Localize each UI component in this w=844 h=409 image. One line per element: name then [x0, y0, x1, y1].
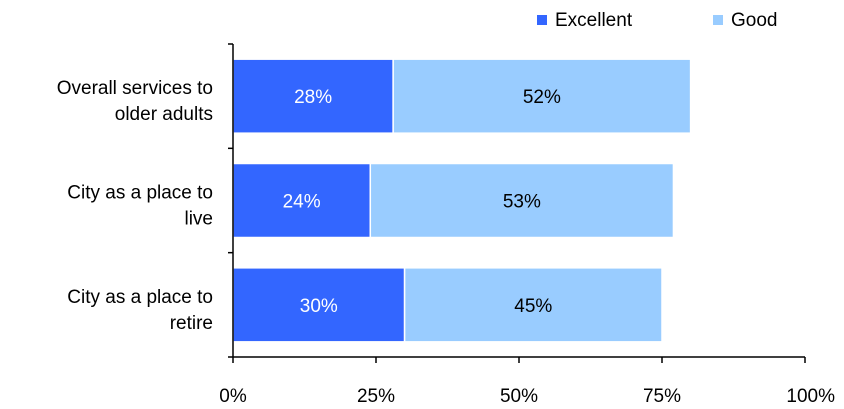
category-label-line: older adults [115, 104, 213, 125]
data-label-excellent-1: 28% [294, 87, 332, 108]
category-label-line: live [184, 209, 213, 230]
axes [228, 43, 806, 363]
bar-good-3 [403, 267, 663, 343]
category-label-3: City as a place to retire [67, 287, 213, 334]
category-label-line: retire [170, 313, 213, 334]
category-labels: Overall services to older adults City as a… [57, 78, 213, 334]
bars: 28% 52% 24% 53% 30% 45% [232, 58, 692, 343]
legend-label-excellent: Excellent [555, 10, 633, 31]
legend-label-good: Good [731, 10, 777, 31]
category-label-1: Overall services to older adults [57, 78, 213, 125]
data-label-good-3: 45% [514, 296, 552, 317]
data-label-excellent-2: 24% [283, 192, 321, 213]
x-tick-label: 50% [500, 386, 538, 407]
x-tick-label: 75% [643, 386, 681, 407]
bar-excellent-1 [232, 58, 394, 134]
category-label-2: City as a place to live [67, 183, 213, 230]
x-tick-labels: 0% 25% 50% 75% 100% [219, 386, 835, 407]
legend-swatch-good [713, 15, 723, 25]
x-tick-label: 25% [357, 386, 395, 407]
legend: Excellent Good [537, 10, 777, 31]
bar-excellent-2 [232, 162, 372, 239]
legend-swatch-excellent [537, 15, 547, 25]
data-label-good-1: 52% [523, 87, 561, 108]
category-label-line: City as a place to [67, 287, 213, 308]
x-tick-label: 0% [219, 386, 247, 407]
category-label-line: City as a place to [67, 183, 213, 204]
bar-excellent-3 [232, 267, 406, 343]
data-label-good-2: 53% [503, 192, 541, 213]
data-label-excellent-3: 30% [300, 296, 338, 317]
bar-good-2 [369, 162, 675, 239]
category-label-line: Overall services to [57, 78, 213, 99]
x-tick-label: 100% [786, 386, 835, 407]
bar-good-1 [392, 58, 692, 134]
